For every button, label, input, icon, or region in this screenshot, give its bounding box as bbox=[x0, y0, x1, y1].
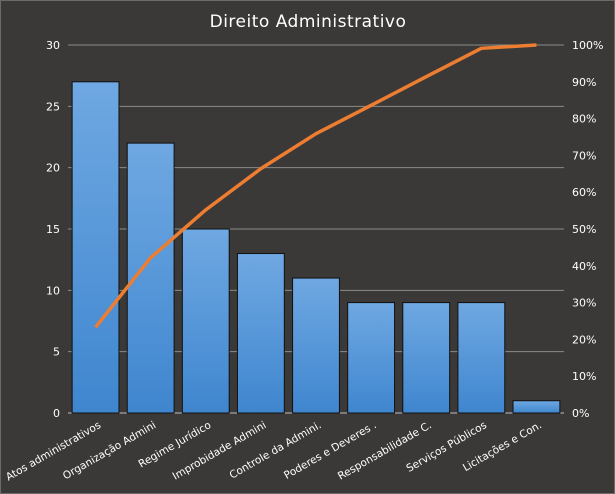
x-tick-label: Atos administrativos bbox=[4, 419, 103, 483]
x-tick-label: Organização Admini bbox=[61, 419, 158, 482]
y2-tick-label: 50% bbox=[572, 223, 596, 236]
y-tick-label: 10 bbox=[46, 284, 60, 297]
bar bbox=[126, 142, 175, 414]
x-tick-label: Poderes e Deveres . bbox=[282, 419, 379, 482]
x-tick-label: Improbidade Admini bbox=[171, 419, 269, 482]
bar bbox=[71, 81, 120, 414]
y2-tick-label: 70% bbox=[572, 149, 596, 162]
y2-tick-label: 0% bbox=[572, 407, 589, 420]
bar bbox=[236, 253, 285, 414]
x-tick-label: Controle da Admini. bbox=[228, 419, 324, 481]
y-tick-label: 25 bbox=[46, 100, 60, 113]
chart-title: Direito Administrativo bbox=[210, 12, 407, 32]
bar bbox=[402, 302, 451, 414]
bar bbox=[512, 400, 561, 414]
y-tick-label: 5 bbox=[53, 346, 60, 359]
y2-tick-label: 30% bbox=[572, 297, 596, 310]
bar bbox=[181, 228, 230, 414]
y2-tick-label: 80% bbox=[572, 113, 596, 126]
y2-tick-label: 90% bbox=[572, 76, 596, 89]
y-tick-label: 15 bbox=[46, 223, 60, 236]
x-tick-label: Responsabilidade C. bbox=[336, 419, 434, 482]
y-tick-label: 30 bbox=[46, 39, 60, 52]
bar bbox=[347, 302, 396, 414]
bar bbox=[457, 302, 506, 414]
bar bbox=[292, 277, 340, 414]
y2-tick-label: 10% bbox=[572, 370, 596, 383]
y2-tick-label: 60% bbox=[572, 186, 596, 199]
y-tick-label: 0 bbox=[53, 407, 60, 420]
y2-tick-label: 20% bbox=[572, 333, 596, 346]
y2-tick-label: 100% bbox=[572, 39, 603, 52]
y-tick-label: 20 bbox=[46, 162, 60, 175]
y2-tick-label: 40% bbox=[572, 260, 596, 273]
